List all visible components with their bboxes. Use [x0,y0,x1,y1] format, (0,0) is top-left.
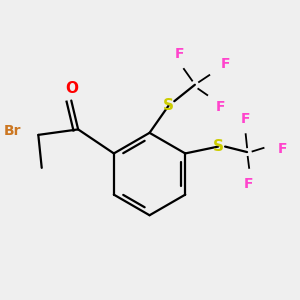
Text: F: F [241,112,250,126]
Text: F: F [221,57,230,71]
Text: F: F [216,100,226,114]
Text: F: F [278,142,287,156]
Text: Br: Br [3,124,21,139]
Text: S: S [213,139,224,154]
Text: F: F [244,177,253,191]
Text: O: O [65,81,78,96]
Text: F: F [175,47,184,61]
Text: S: S [163,98,174,113]
